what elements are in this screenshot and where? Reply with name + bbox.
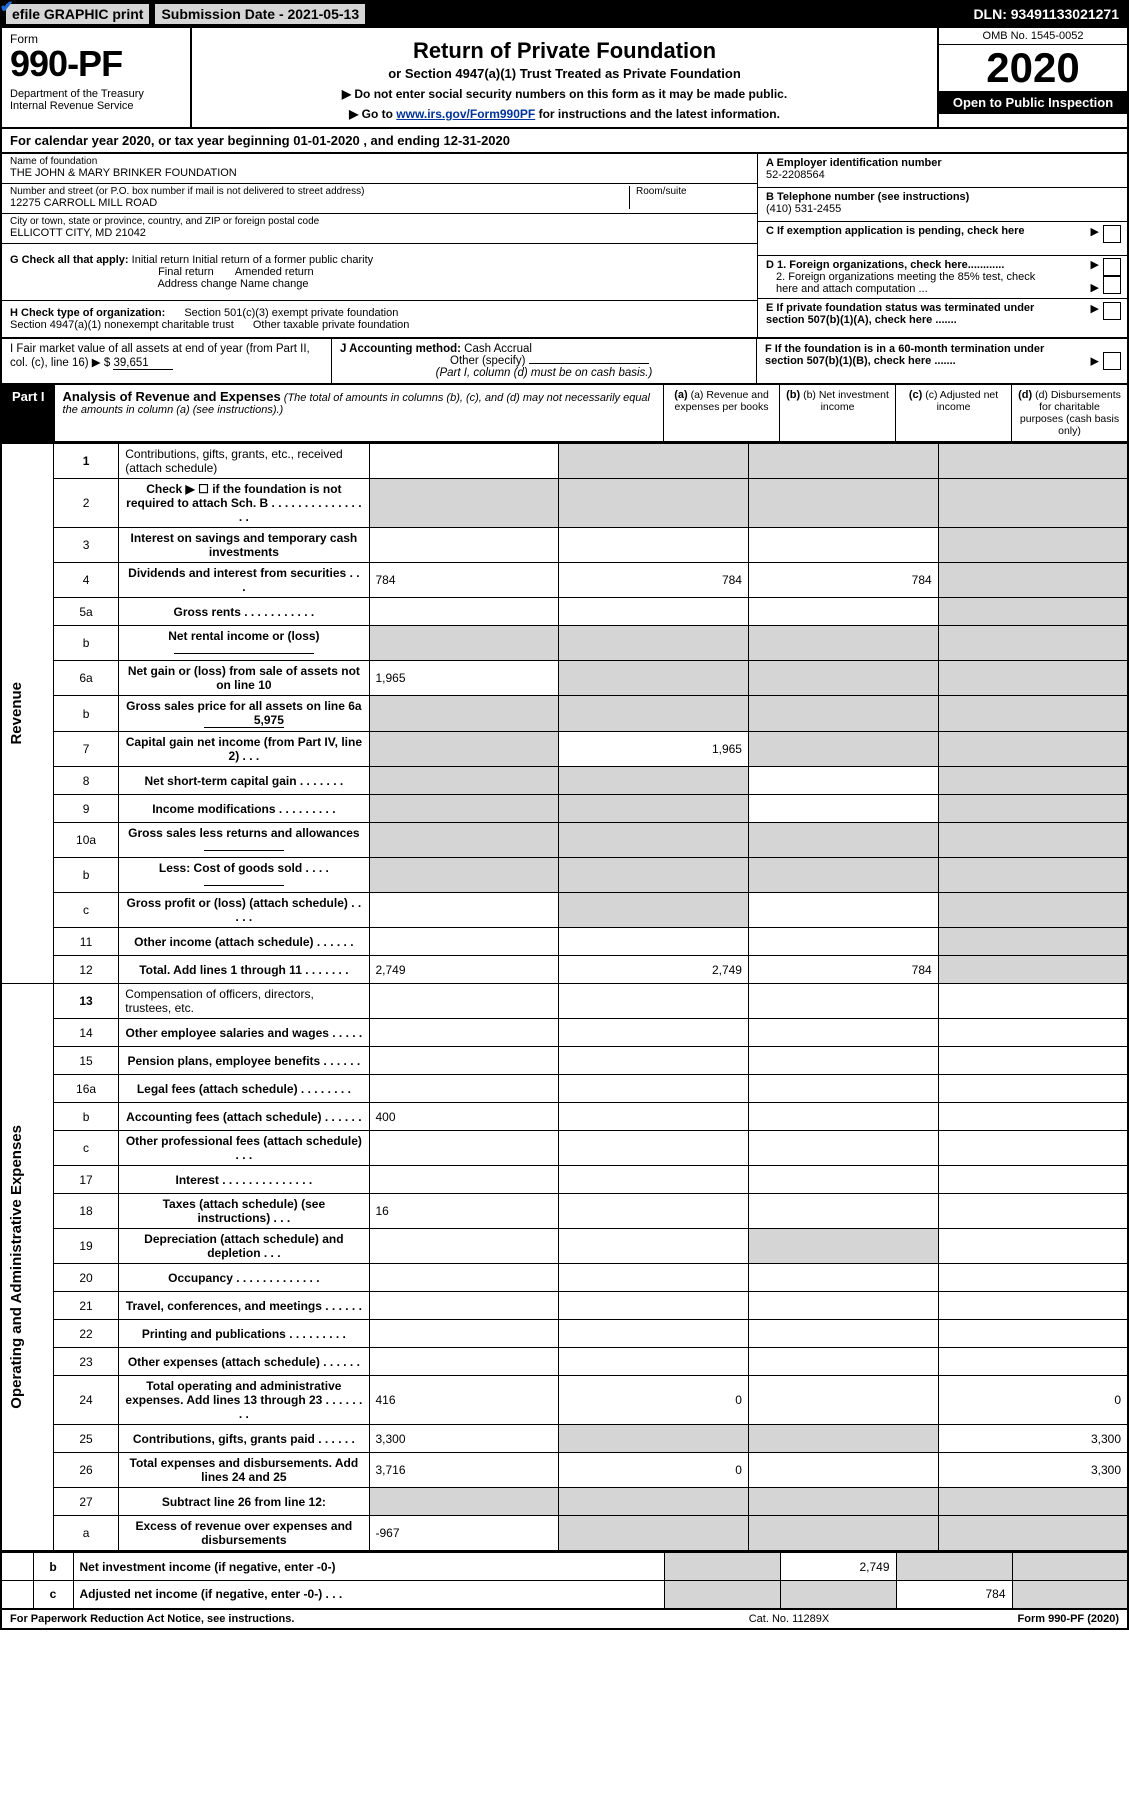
r6a: 1,965 bbox=[369, 661, 559, 696]
ein-val: 52-2208564 bbox=[766, 169, 825, 181]
fmv-val: 39,651 bbox=[113, 357, 173, 370]
note-1: ▶ Do not enter social security numbers o… bbox=[204, 87, 925, 101]
r26d: 3,300 bbox=[938, 1453, 1128, 1488]
room-label: Room/suite bbox=[636, 186, 749, 197]
r27bb: 2,749 bbox=[780, 1553, 896, 1581]
chk-D2[interactable] bbox=[1103, 276, 1121, 294]
part-I-label: Part I bbox=[2, 385, 55, 441]
addr-label: Number and street (or P.O. box number if… bbox=[10, 186, 623, 197]
r24b: 0 bbox=[559, 1376, 749, 1425]
col-b-hdr: (b) (b) Net investment income bbox=[779, 385, 895, 441]
form-title: Return of Private Foundation bbox=[204, 38, 925, 64]
form-subtitle: or Section 4947(a)(1) Trust Treated as P… bbox=[204, 66, 925, 81]
dln: DLN: 93491133021271 bbox=[973, 6, 1123, 22]
r25d: 3,300 bbox=[938, 1425, 1128, 1453]
G-label: G Check all that apply: bbox=[10, 254, 129, 266]
r18a: 16 bbox=[369, 1194, 559, 1229]
calendar-year: For calendar year 2020, or tax year begi… bbox=[0, 129, 1129, 154]
r27cc: 784 bbox=[896, 1581, 1012, 1609]
phone-val: (410) 531-2455 bbox=[766, 203, 841, 215]
data-table-tail: bNet investment income (if negative, ent… bbox=[0, 1552, 1129, 1610]
row-G: G Check all that apply: Initial return I… bbox=[2, 244, 757, 301]
D1-text: D 1. Foreign organizations, check here..… bbox=[766, 259, 1004, 271]
r26a: 3,716 bbox=[369, 1453, 559, 1488]
efile-badge: efile GRAPHIC print bbox=[6, 4, 149, 24]
H-c3: Section 501(c)(3) exempt private foundat… bbox=[184, 307, 398, 319]
F-text: F If the foundation is in a 60-month ter… bbox=[765, 343, 1065, 367]
col-a-hdr: (a) (a) Revenue and expenses per books bbox=[663, 385, 779, 441]
note-2: ▶ Go to www.irs.gov/Form990PF for instru… bbox=[204, 107, 925, 121]
header-title-block: Return of Private Foundation or Section … bbox=[192, 28, 937, 127]
omb-number: OMB No. 1545-0052 bbox=[939, 28, 1127, 45]
r25a: 3,300 bbox=[369, 1425, 559, 1453]
r7b: 1,965 bbox=[559, 732, 749, 767]
ein-label: A Employer identification number bbox=[766, 157, 942, 169]
footer-mid: Cat. No. 11289X bbox=[659, 1613, 919, 1625]
r12c: 784 bbox=[748, 956, 938, 984]
r26b: 0 bbox=[559, 1453, 749, 1488]
revenue-label: Revenue bbox=[8, 682, 25, 745]
C-text: C If exemption application is pending, c… bbox=[766, 225, 1025, 237]
dept-text: Department of the Treasury Internal Reve… bbox=[10, 88, 182, 112]
row-H: H Check type of organization: Section 50… bbox=[2, 301, 757, 337]
D2-text: 2. Foreign organizations meeting the 85%… bbox=[766, 271, 1046, 295]
r12b: 2,749 bbox=[559, 956, 749, 984]
street-address: 12275 CARROLL MILL ROAD bbox=[10, 197, 623, 209]
header-right: OMB No. 1545-0052 2020 Open to Public In… bbox=[937, 28, 1127, 127]
part-I-header: Part I Analysis of Revenue and Expenses … bbox=[0, 385, 1129, 443]
col-F: F If the foundation is in a 60-month ter… bbox=[757, 339, 1127, 383]
J-note: (Part I, column (d) must be on cash basi… bbox=[340, 367, 748, 379]
chk-E[interactable] bbox=[1103, 302, 1121, 320]
footer: For Paperwork Reduction Act Notice, see … bbox=[0, 1610, 1129, 1630]
open-public: Open to Public Inspection bbox=[939, 91, 1127, 114]
col-c-hdr: (c) (c) Adjusted net income bbox=[895, 385, 1011, 441]
data-table: Revenue 1Contributions, gifts, grants, e… bbox=[0, 443, 1129, 1552]
footer-left: For Paperwork Reduction Act Notice, see … bbox=[10, 1613, 659, 1625]
tax-year: 2020 bbox=[939, 45, 1127, 91]
chk-F[interactable] bbox=[1103, 352, 1121, 370]
header: Form 990-PF Department of the Treasury I… bbox=[0, 28, 1129, 129]
header-left: Form 990-PF Department of the Treasury I… bbox=[2, 28, 192, 127]
row-IJF: I Fair market value of all assets at end… bbox=[0, 339, 1129, 385]
r6b-val: 5,975 bbox=[204, 713, 284, 728]
submission-date: Submission Date - 2021-05-13 bbox=[155, 4, 365, 24]
form990pf-link[interactable]: www.irs.gov/Form990PF bbox=[396, 107, 535, 121]
r4a: 784 bbox=[369, 563, 559, 598]
city-label: City or town, state or province, country… bbox=[10, 216, 749, 227]
chk-D1[interactable] bbox=[1103, 258, 1121, 276]
phone-label: B Telephone number (see instructions) bbox=[766, 191, 969, 203]
info-block: Name of foundation THE JOHN & MARY BRINK… bbox=[0, 154, 1129, 339]
r4c: 784 bbox=[748, 563, 938, 598]
info-left: Name of foundation THE JOHN & MARY BRINK… bbox=[2, 154, 757, 337]
name-label: Name of foundation bbox=[10, 156, 749, 167]
col-d-hdr: (d) (d) Disbursements for charitable pur… bbox=[1011, 385, 1127, 441]
part-I-desc: Analysis of Revenue and Expenses (The to… bbox=[55, 385, 663, 441]
op-label: Operating and Administrative Expenses bbox=[8, 1125, 25, 1409]
r16ba: 400 bbox=[369, 1103, 559, 1131]
foundation-name: THE JOHN & MARY BRINKER FOUNDATION bbox=[10, 167, 749, 179]
col-J: J Accounting method: Cash Accrual Other … bbox=[332, 339, 757, 383]
H-label: H Check type of organization: bbox=[10, 307, 165, 319]
r4b: 784 bbox=[559, 563, 749, 598]
r27aa: -967 bbox=[369, 1516, 559, 1552]
E-text: E If private foundation status was termi… bbox=[766, 302, 1066, 326]
col-I: I Fair market value of all assets at end… bbox=[2, 339, 332, 383]
r24d: 0 bbox=[938, 1376, 1128, 1425]
r12a: 2,749 bbox=[369, 956, 559, 984]
info-right: A Employer identification number 52-2208… bbox=[757, 154, 1127, 337]
top-bar: efile GRAPHIC print Submission Date - 20… bbox=[0, 0, 1129, 28]
form-number: 990-PF bbox=[10, 46, 182, 82]
footer-right: Form 990-PF (2020) bbox=[919, 1613, 1119, 1625]
chk-C[interactable] bbox=[1103, 225, 1121, 243]
city-val: ELLICOTT CITY, MD 21042 bbox=[10, 227, 749, 239]
r24a: 416 bbox=[369, 1376, 559, 1425]
